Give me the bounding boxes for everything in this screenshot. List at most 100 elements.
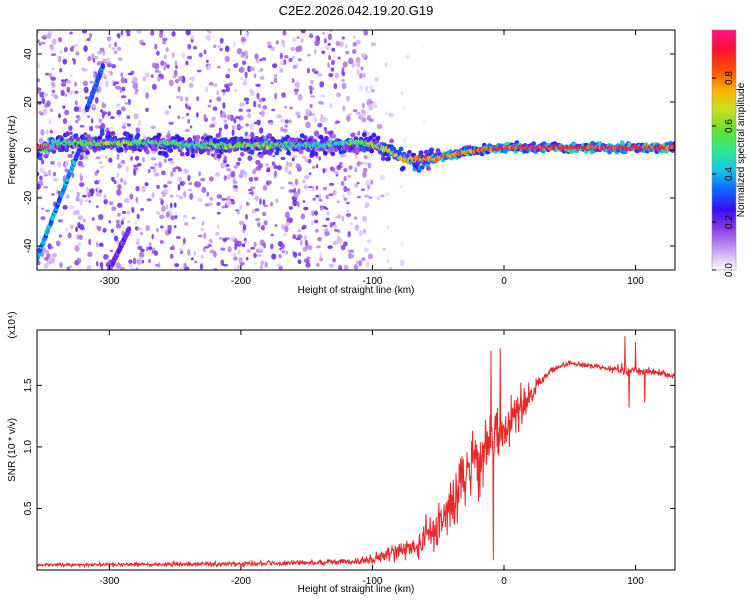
noise-point (168, 121, 174, 125)
noise-point (361, 215, 368, 223)
noise-point (259, 75, 265, 80)
noise-point (218, 237, 223, 240)
noise-point (173, 202, 177, 208)
noise-point (313, 49, 317, 55)
noise-point (304, 239, 309, 247)
noise-point (58, 234, 63, 238)
noise-point (318, 156, 322, 161)
noise-point (136, 213, 140, 220)
noise-point (164, 110, 170, 116)
noise-point (237, 157, 242, 162)
noise-point (364, 194, 370, 198)
noise-point (116, 172, 120, 178)
noise-point (366, 131, 372, 138)
noise-point (50, 108, 53, 113)
y-tick-label: 1.0 (23, 440, 34, 454)
noise-point (284, 211, 290, 219)
noise-point (253, 167, 257, 174)
noise-point (37, 39, 40, 44)
noise-point (161, 170, 166, 176)
noise-point (48, 256, 54, 260)
noise-point (384, 62, 388, 67)
noise-point (60, 89, 65, 97)
noise-point (179, 247, 183, 252)
noise-point (386, 259, 390, 263)
noise-point (102, 227, 107, 233)
noise-point (239, 102, 245, 107)
noise-point (198, 171, 201, 177)
noise-point (97, 225, 102, 232)
noise-point (310, 112, 316, 117)
noise-point (363, 247, 369, 252)
noise-point (333, 83, 338, 90)
noise-point (234, 243, 237, 251)
noise-point (367, 181, 372, 185)
noise-point (208, 244, 212, 247)
noise-point (389, 266, 392, 270)
noise-point (171, 52, 175, 58)
noise-point (69, 31, 73, 35)
noise-point (174, 215, 178, 219)
signal-halo (322, 150, 328, 156)
signal-halo (199, 148, 205, 154)
noise-point (129, 193, 134, 200)
noise-point (255, 59, 260, 64)
colorbar-tick-label: 0.2 (724, 215, 735, 229)
noise-point (249, 66, 255, 72)
noise-point (257, 104, 262, 108)
noise-point (133, 169, 137, 176)
noise-point (233, 256, 238, 261)
noise-point (402, 189, 406, 193)
noise-point (213, 83, 218, 87)
signal-halo (249, 149, 255, 155)
noise-point (122, 122, 127, 127)
y-tick-label: -20 (23, 190, 34, 205)
noise-point (341, 154, 348, 157)
noise-point (57, 219, 64, 223)
signal-halo (185, 151, 190, 157)
noise-point (224, 55, 230, 63)
signal-halo (418, 150, 424, 156)
noise-point (270, 233, 274, 237)
noise-point (254, 262, 257, 265)
noise-point (314, 39, 320, 47)
noise-point (308, 33, 314, 38)
noise-point (368, 103, 373, 108)
noise-point (373, 104, 378, 109)
noise-point (297, 234, 303, 239)
noise-point (77, 160, 84, 167)
noise-point (187, 249, 191, 256)
noise-point (59, 50, 64, 54)
noise-point (308, 185, 313, 189)
noise-point (59, 68, 63, 73)
noise-point (323, 127, 328, 132)
noise-point (359, 72, 363, 79)
signal-halo (313, 151, 319, 157)
noise-point (231, 129, 235, 136)
noise-point (175, 166, 180, 170)
noise-point (245, 213, 248, 220)
noise-point (105, 80, 109, 88)
noise-point (300, 213, 306, 220)
noise-point (224, 45, 230, 52)
noise-point (332, 190, 337, 196)
noise-point (93, 55, 99, 60)
noise-point (187, 43, 192, 50)
noise-point (53, 94, 59, 100)
noise-point (91, 53, 95, 60)
noise-point (74, 43, 79, 47)
noise-point (234, 89, 238, 92)
noise-point (159, 31, 163, 39)
noise-point (158, 161, 163, 168)
noise-point (109, 201, 114, 206)
noise-point (40, 216, 46, 221)
noise-point (62, 58, 68, 65)
noise-point (347, 175, 352, 178)
noise-point (238, 108, 243, 112)
noise-point (322, 186, 328, 191)
noise-point (82, 194, 87, 198)
noise-point (121, 217, 126, 221)
noise-point (183, 168, 189, 174)
noise-point (172, 167, 176, 173)
noise-point (207, 64, 212, 71)
